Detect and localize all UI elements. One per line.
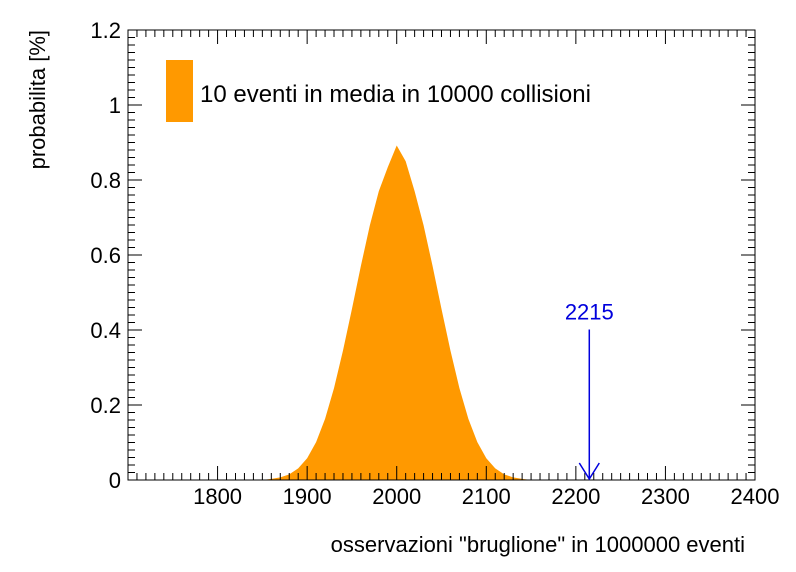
x-tick-label: 1800 bbox=[193, 484, 242, 509]
x-tick-label: 2300 bbox=[641, 484, 690, 509]
annotation-layer: 2215 bbox=[565, 300, 614, 481]
x-tick-label: 2000 bbox=[372, 484, 421, 509]
y-tick-label: 1 bbox=[109, 93, 121, 118]
x-tick-label: 2100 bbox=[462, 484, 511, 509]
distribution-area bbox=[262, 145, 532, 480]
x-axis: 1800 1900 2000 2100 2200 2300 2400 bbox=[127, 30, 780, 509]
y-tick-label: 0.8 bbox=[90, 168, 121, 193]
legend-label: 10 eventi in media in 10000 collisioni bbox=[200, 81, 591, 108]
y-tick-label: 0.6 bbox=[90, 243, 121, 268]
y-tick-label: 0.4 bbox=[90, 318, 121, 343]
x-tick-label: 1900 bbox=[283, 484, 332, 509]
annotation-label: 2215 bbox=[565, 300, 614, 325]
y-tick-label: 0.2 bbox=[90, 393, 121, 418]
y-tick-label: 1.2 bbox=[90, 18, 121, 43]
legend-swatch bbox=[166, 60, 193, 122]
distribution-area-layer bbox=[262, 145, 532, 480]
x-tick-label: 2200 bbox=[551, 484, 600, 509]
annotation-arrow-head bbox=[578, 462, 600, 481]
x-axis-title: osservazioni "bruglione" in 1000000 even… bbox=[331, 532, 745, 557]
y-tick-label: 0 bbox=[109, 468, 121, 493]
y-axis-title: probabilita [%] bbox=[25, 30, 50, 169]
x-tick-label: 2400 bbox=[731, 484, 780, 509]
legend: 10 eventi in media in 10000 collisioni bbox=[166, 60, 591, 122]
y-axis: 0 0.2 0.4 0.6 0.8 1 1.2 bbox=[90, 18, 755, 493]
